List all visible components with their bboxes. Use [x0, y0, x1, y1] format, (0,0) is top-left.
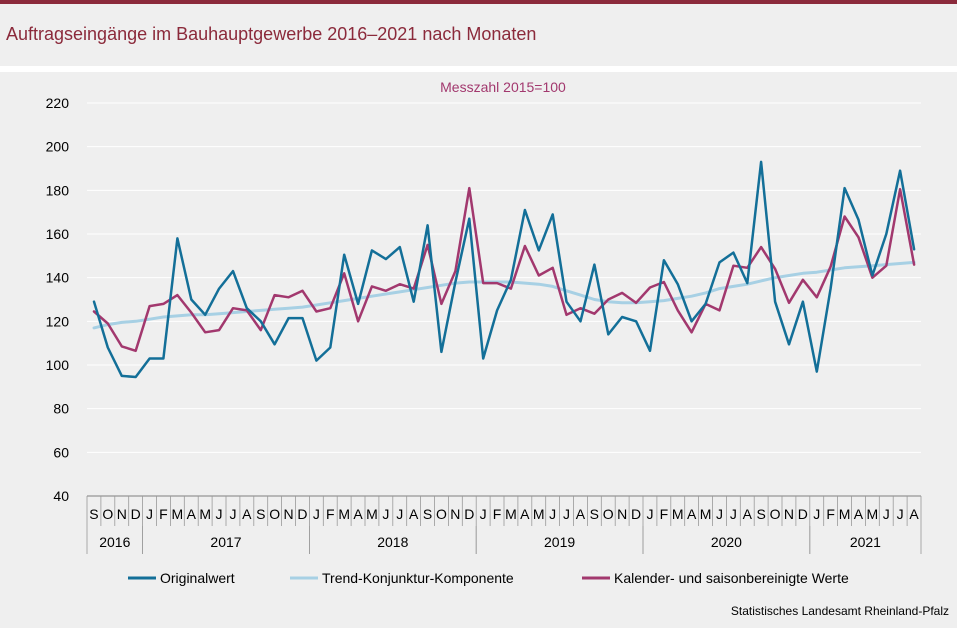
month-label: D: [131, 506, 141, 522]
month-label: M: [700, 506, 712, 522]
month-label: A: [187, 506, 197, 522]
month-label: O: [603, 506, 614, 522]
month-label: O: [436, 506, 447, 522]
month-label: N: [784, 506, 794, 522]
month-label: J: [382, 506, 389, 522]
y-tick-label-140: 140: [46, 270, 70, 286]
month-label: A: [520, 506, 530, 522]
month-label: J: [883, 506, 890, 522]
y-tick-label-80: 80: [53, 401, 69, 417]
legend-label-original: Originalwert: [160, 570, 235, 586]
month-label: A: [743, 506, 753, 522]
month-label: A: [576, 506, 586, 522]
y-tick-label-180: 180: [46, 182, 70, 198]
month-label: D: [631, 506, 641, 522]
month-label: M: [199, 506, 211, 522]
grid: [87, 102, 921, 453]
month-label: F: [826, 506, 835, 522]
legend-label-adjusted: Kalender- und saisonbereinigte Werte: [614, 570, 849, 586]
year-label-2020: 2020: [711, 534, 742, 550]
year-label-2018: 2018: [377, 534, 408, 550]
month-label: D: [297, 506, 307, 522]
month-label: J: [813, 506, 820, 522]
month-label: J: [730, 506, 737, 522]
y-tick-label-120: 120: [46, 313, 70, 329]
month-label: J: [396, 506, 403, 522]
y-tick-label-220: 220: [46, 95, 70, 111]
month-label: J: [897, 506, 904, 522]
month-label: A: [687, 506, 697, 522]
year-label-2021: 2021: [850, 534, 881, 550]
month-label: J: [646, 506, 653, 522]
month-label: A: [409, 506, 419, 522]
month-label: O: [102, 506, 113, 522]
month-label: N: [283, 506, 293, 522]
year-label-2016: 2016: [99, 534, 130, 550]
month-label: D: [798, 506, 808, 522]
year-label-2019: 2019: [544, 534, 575, 550]
month-label: F: [493, 506, 502, 522]
month-label: S: [423, 506, 432, 522]
month-label: M: [867, 506, 879, 522]
month-label: J: [480, 506, 487, 522]
series-lines: [92, 160, 916, 379]
month-label: O: [770, 506, 781, 522]
y-tick-label-40: 40: [53, 488, 69, 504]
month-label: F: [326, 506, 335, 522]
month-label: J: [216, 506, 223, 522]
y-tick-label-60: 60: [53, 444, 69, 460]
month-label: M: [672, 506, 684, 522]
y-axis-ticks: 40 60 80 100 120 140 160 180 200 220: [46, 95, 70, 504]
legend: Originalwert Trend-Konjunktur-Komponente K…: [128, 570, 849, 586]
month-label: N: [450, 506, 460, 522]
year-label-2017: 2017: [210, 534, 241, 550]
y-tick-label-160: 160: [46, 226, 70, 242]
month-label: N: [117, 506, 127, 522]
month-label: D: [464, 506, 474, 522]
series-line-adjusted: [92, 186, 916, 353]
month-label: O: [269, 506, 280, 522]
chart-title: Auftragseingänge im Bauhauptgewerbe 2016…: [6, 24, 537, 44]
legend-label-trend: Trend-Konjunktur-Komponente: [322, 570, 514, 586]
month-label: S: [89, 506, 98, 522]
month-label: J: [549, 506, 556, 522]
month-label: M: [533, 506, 545, 522]
month-label: N: [617, 506, 627, 522]
month-label: J: [563, 506, 570, 522]
month-label: J: [229, 506, 236, 522]
month-label: F: [159, 506, 168, 522]
month-label: M: [839, 506, 851, 522]
month-label: S: [756, 506, 765, 522]
month-label: A: [353, 506, 363, 522]
y-tick-label-200: 200: [46, 139, 70, 155]
month-label: A: [909, 506, 919, 522]
series-line-original: [92, 160, 916, 379]
month-label: A: [242, 506, 252, 522]
month-label: M: [172, 506, 184, 522]
month-label: F: [660, 506, 669, 522]
month-label: A: [854, 506, 864, 522]
month-label: M: [505, 506, 517, 522]
separator-band: [0, 66, 957, 72]
top-accent-bar: [0, 0, 957, 4]
month-label: J: [716, 506, 723, 522]
month-label: J: [313, 506, 320, 522]
source-credit: Statistisches Landesamt Rheinland-Pfalz: [730, 604, 949, 618]
line-chart: Messzahl 2015=100 40 60 80 100 120 140 160 180 2…: [46, 79, 922, 586]
chart-subtitle: Messzahl 2015=100: [440, 79, 566, 95]
month-label: S: [590, 506, 599, 522]
month-label: M: [366, 506, 378, 522]
month-label: S: [256, 506, 265, 522]
month-label: M: [338, 506, 350, 522]
y-tick-label-100: 100: [46, 357, 70, 373]
month-label: J: [146, 506, 153, 522]
